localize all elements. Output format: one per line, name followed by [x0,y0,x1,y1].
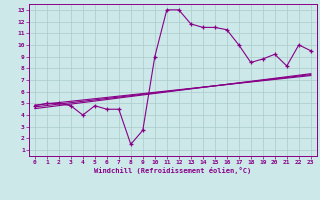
X-axis label: Windchill (Refroidissement éolien,°C): Windchill (Refroidissement éolien,°C) [94,167,252,174]
